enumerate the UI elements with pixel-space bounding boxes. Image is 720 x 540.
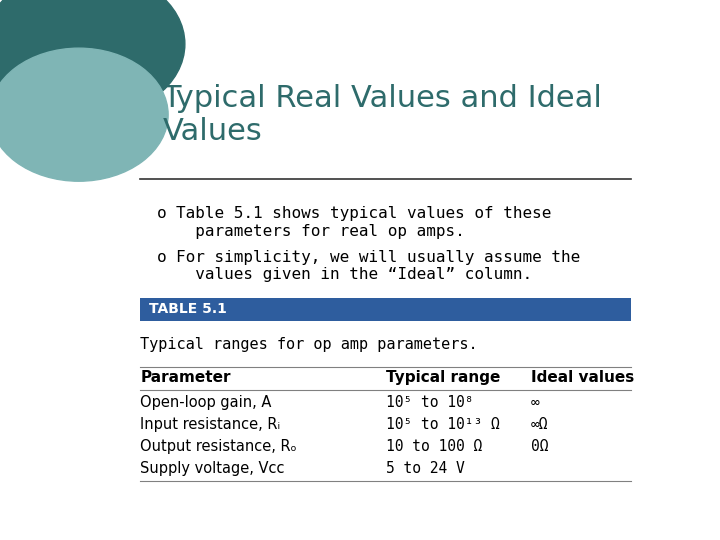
Text: Output resistance, Rₒ: Output resistance, Rₒ xyxy=(140,440,297,455)
Text: TABLE 5.1: TABLE 5.1 xyxy=(148,302,227,316)
Circle shape xyxy=(0,0,185,119)
Text: ∞Ω: ∞Ω xyxy=(531,417,549,433)
Text: ∞: ∞ xyxy=(531,395,539,410)
Text: Typical Real Values and Ideal
Values: Typical Real Values and Ideal Values xyxy=(163,84,603,146)
Text: Input resistance, Rᵢ: Input resistance, Rᵢ xyxy=(140,417,280,433)
Text: 0Ω: 0Ω xyxy=(531,440,549,455)
Text: For simplicity, we will usually assume the
  values given in the “Ideal” column.: For simplicity, we will usually assume t… xyxy=(176,250,581,282)
Text: Ideal values: Ideal values xyxy=(531,370,634,386)
Text: 10 to 100 Ω: 10 to 100 Ω xyxy=(386,440,482,455)
Text: 10⁵ to 10¹³ Ω: 10⁵ to 10¹³ Ω xyxy=(386,417,500,433)
Text: Table 5.1 shows typical values of these
  parameters for real op amps.: Table 5.1 shows typical values of these … xyxy=(176,206,552,239)
Text: Supply voltage, Vᴄᴄ: Supply voltage, Vᴄᴄ xyxy=(140,462,284,476)
Text: 10⁵ to 10⁸: 10⁵ to 10⁸ xyxy=(386,395,473,410)
Text: 5 to 24 V: 5 to 24 V xyxy=(386,462,464,476)
Circle shape xyxy=(0,48,168,181)
Text: o: o xyxy=(157,250,166,265)
Bar xyxy=(140,298,631,321)
Text: o: o xyxy=(157,206,166,221)
Text: Typical range: Typical range xyxy=(386,370,500,386)
Text: Open-loop gain, A: Open-loop gain, A xyxy=(140,395,271,410)
Text: Parameter: Parameter xyxy=(140,370,230,386)
Text: Typical ranges for op amp parameters.: Typical ranges for op amp parameters. xyxy=(140,337,478,352)
